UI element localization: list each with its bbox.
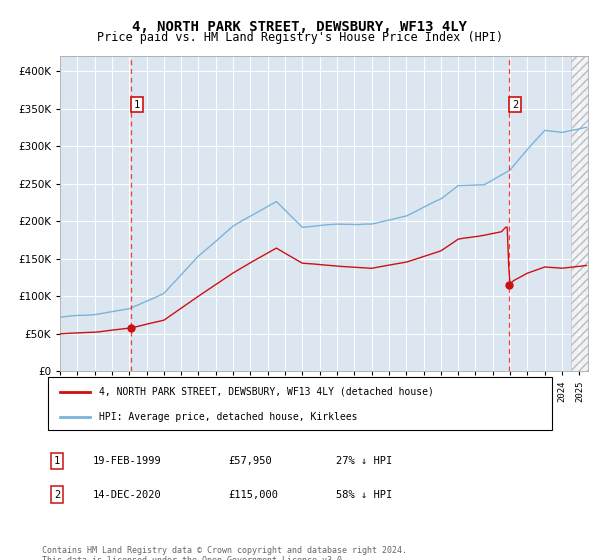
- Bar: [571, 56, 588, 371]
- Text: Contains HM Land Registry data © Crown copyright and database right 2024.
This d: Contains HM Land Registry data © Crown c…: [42, 546, 407, 560]
- Bar: [571, 56, 588, 371]
- Text: 1: 1: [134, 100, 140, 110]
- Text: 4, NORTH PARK STREET, DEWSBURY, WF13 4LY (detached house): 4, NORTH PARK STREET, DEWSBURY, WF13 4LY…: [99, 387, 434, 397]
- Text: 14-DEC-2020: 14-DEC-2020: [93, 489, 162, 500]
- Text: £57,950: £57,950: [228, 456, 272, 466]
- Text: 2: 2: [512, 100, 518, 110]
- Text: Price paid vs. HM Land Registry's House Price Index (HPI): Price paid vs. HM Land Registry's House …: [97, 31, 503, 44]
- Text: 58% ↓ HPI: 58% ↓ HPI: [336, 489, 392, 500]
- Text: 27% ↓ HPI: 27% ↓ HPI: [336, 456, 392, 466]
- Text: 19-FEB-1999: 19-FEB-1999: [93, 456, 162, 466]
- Text: £115,000: £115,000: [228, 489, 278, 500]
- Text: 2: 2: [54, 489, 60, 500]
- Text: 4, NORTH PARK STREET, DEWSBURY, WF13 4LY: 4, NORTH PARK STREET, DEWSBURY, WF13 4LY: [133, 20, 467, 34]
- Text: HPI: Average price, detached house, Kirklees: HPI: Average price, detached house, Kirk…: [99, 412, 358, 422]
- Text: 1: 1: [54, 456, 60, 466]
